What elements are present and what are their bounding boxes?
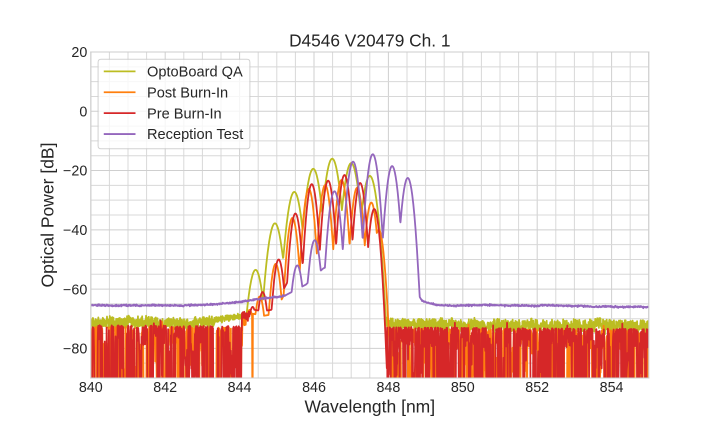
svg-text:840: 840 bbox=[79, 380, 103, 396]
svg-text:Wavelength [nm]: Wavelength [nm] bbox=[304, 397, 435, 417]
svg-text:OptoBoard QA: OptoBoard QA bbox=[147, 64, 243, 80]
svg-text:0: 0 bbox=[79, 104, 87, 120]
svg-text:Reception Test: Reception Test bbox=[147, 127, 243, 143]
svg-text:852: 852 bbox=[525, 380, 549, 396]
svg-text:20: 20 bbox=[71, 45, 87, 61]
svg-text:854: 854 bbox=[600, 380, 624, 396]
svg-text:Pre Burn-In: Pre Burn-In bbox=[147, 106, 222, 122]
svg-text:842: 842 bbox=[153, 380, 177, 396]
svg-text:−20: −20 bbox=[63, 164, 87, 180]
svg-text:848: 848 bbox=[376, 380, 400, 396]
svg-text:850: 850 bbox=[451, 380, 475, 396]
svg-text:−80: −80 bbox=[63, 342, 87, 358]
svg-text:Post Burn-In: Post Burn-In bbox=[147, 85, 228, 101]
svg-text:Optical Power [dB]: Optical Power [dB] bbox=[37, 143, 57, 288]
svg-text:844: 844 bbox=[228, 380, 252, 396]
svg-text:−60: −60 bbox=[63, 282, 87, 298]
svg-text:846: 846 bbox=[302, 380, 326, 396]
svg-text:D4546 V20479 Ch. 1: D4546 V20479 Ch. 1 bbox=[289, 30, 450, 50]
svg-text:−40: −40 bbox=[63, 223, 87, 239]
